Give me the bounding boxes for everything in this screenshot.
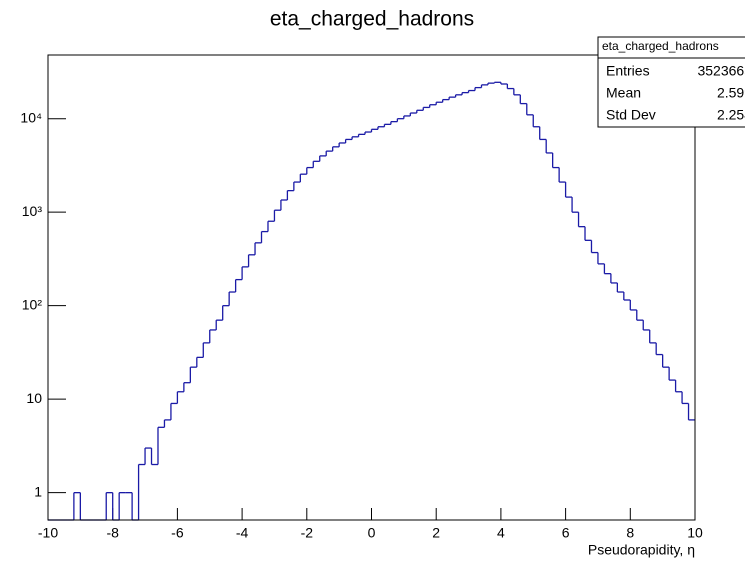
stats-key: Std Dev [606, 107, 656, 123]
x-tick-label: 2 [432, 525, 440, 541]
x-tick-label: -4 [236, 525, 249, 541]
stats-value: 2.254 [717, 107, 745, 123]
y-tick-label: 10³ [22, 203, 43, 219]
stats-key: Mean [606, 85, 641, 101]
x-tick-label: 6 [562, 525, 570, 541]
x-tick-label: -2 [301, 525, 314, 541]
x-tick-label: 4 [497, 525, 505, 541]
y-tick-label: 10² [22, 296, 43, 312]
x-tick-label: -6 [171, 525, 184, 541]
stats-value: 2.599 [717, 85, 745, 101]
chart-title: eta_charged_hadrons [270, 8, 474, 31]
x-tick-label: 8 [626, 525, 634, 541]
stats-frame [597, 36, 745, 128]
y-tick-label: 10⁴ [20, 109, 42, 125]
stats-title: eta_charged_hadrons [602, 39, 719, 53]
x-tick-label: 0 [368, 525, 376, 541]
stats-box: eta_charged_hadrons Entries 3523665 Mean… [597, 36, 745, 128]
x-axis-label: Pseudorapidity, η [588, 542, 695, 558]
x-tick-label: -8 [106, 525, 119, 541]
x-tick-label: -10 [38, 525, 58, 541]
y-tick-label: 1 [34, 483, 42, 499]
x-tick-label: 10 [687, 525, 703, 541]
plot-frame [47, 54, 696, 521]
y-tick-label: 10 [26, 390, 42, 406]
stats-key: Entries [606, 63, 650, 79]
stats-value: 3523665 [697, 63, 745, 79]
